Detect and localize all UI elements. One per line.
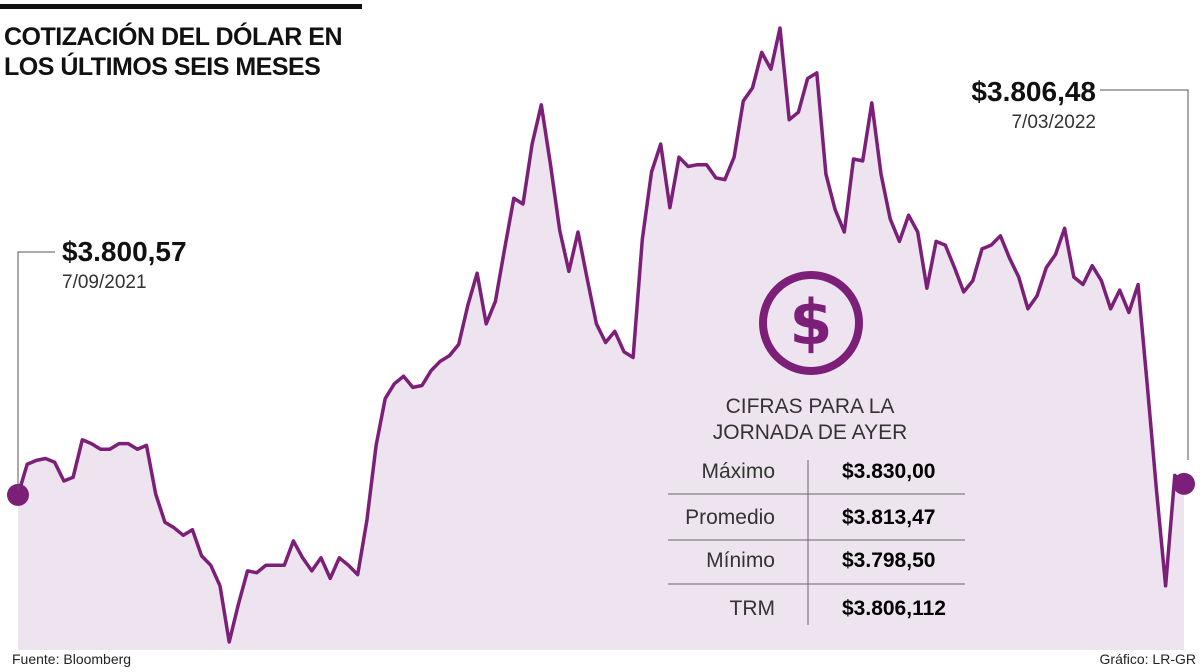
dollar-icon [759,271,863,375]
row-label: Mínimo [706,549,775,572]
end-marker [1173,472,1195,495]
credit: Gráfico: LR-GR [1099,651,1196,667]
row-value: $3.813,47 [842,506,936,529]
callout-line [17,251,55,490]
row-value: $3.806,112 [842,597,946,620]
panel-heading: CIFRAS PARA LA JORNADA DE AYER [712,395,908,444]
start-value: $3.800,57 [62,236,187,267]
end-date: 7/03/2022 [1011,112,1096,133]
callout-line [1100,89,1189,460]
row-label: TRM [729,597,776,620]
row-value: $3.798,50 [842,549,936,572]
source: Fuente: Bloomberg [12,651,132,667]
chart-title: COTIZACIÓN DEL DÓLAR EN LOS ÚLTIMOS SEIS… [4,23,343,81]
row-label: Máximo [701,460,775,483]
start-date: 7/09/2021 [62,272,147,293]
row-value: $3.830,00 [842,460,936,483]
dollar-sign: $ [789,286,832,359]
area [18,28,1184,650]
end-value: $3.806,48 [971,76,1096,107]
title-rule [0,4,362,9]
start-marker [7,483,29,506]
line [16,26,1186,644]
row-label: Promedio [685,506,775,529]
